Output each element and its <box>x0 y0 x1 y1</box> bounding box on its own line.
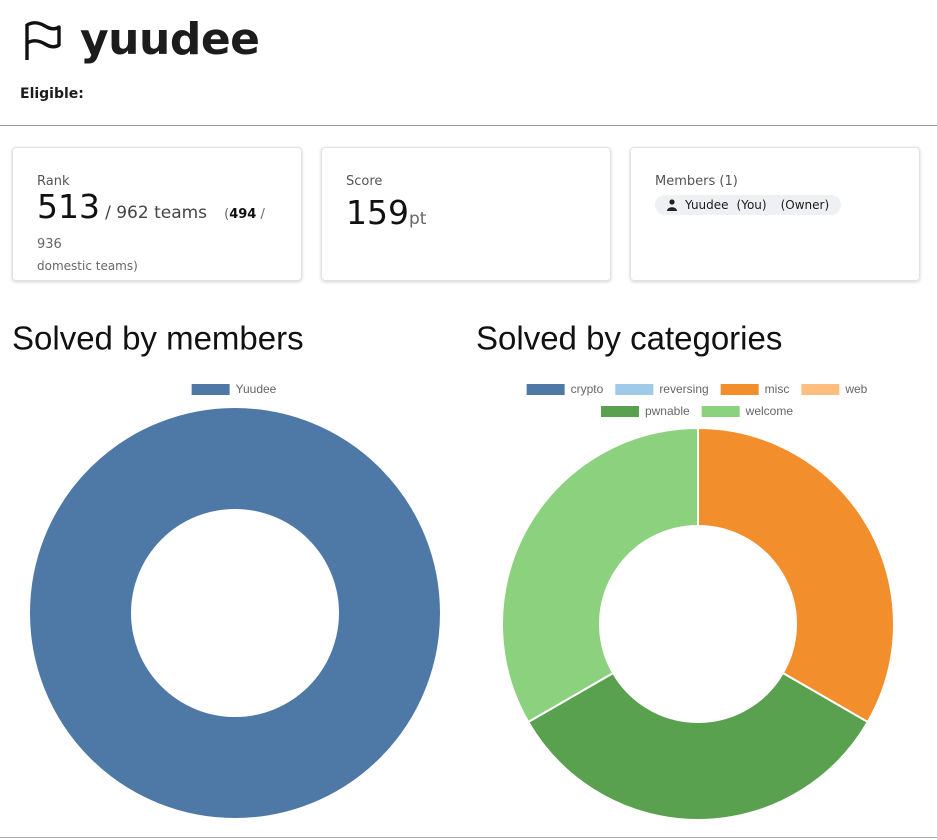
paren: ( <box>224 207 230 222</box>
rank-total: / 962 teams <box>105 203 208 223</box>
domestic-rank: 494 <box>229 207 257 222</box>
doughnut-segment <box>501 426 699 724</box>
doughnut-segment <box>697 426 895 724</box>
rank-card: Rank 513 / 962 teams (494 / 936 domestic… <box>12 147 302 281</box>
divider <box>0 125 937 126</box>
divider <box>0 837 937 838</box>
domestic-total: / 936 <box>37 207 265 252</box>
score-card: Score 159pt <box>321 147 611 281</box>
legend-swatch <box>191 384 230 395</box>
card-label: Score <box>346 174 383 189</box>
domestic-suffix: domestic teams <box>37 259 134 273</box>
rank-value: 513 <box>37 187 100 226</box>
flag-icon <box>25 21 61 60</box>
members-card: Members (1) Yuudee (You) (Owner) <box>630 147 920 281</box>
score-unit: pt <box>409 209 427 229</box>
member-role: (Owner) <box>780 198 830 212</box>
score-value: 159 <box>346 193 409 232</box>
legend-label: crypto <box>571 382 604 396</box>
chart-title: Solved by categories <box>476 320 782 357</box>
legend-swatch <box>526 384 565 395</box>
legend-label: pwnable <box>645 404 690 418</box>
team-name: yuudee <box>80 14 260 65</box>
doughnut-segment <box>28 405 442 821</box>
card-label: Rank <box>37 174 70 189</box>
member-name: Yuudee <box>685 198 729 212</box>
legend-swatch <box>801 384 840 395</box>
legend-label: Yuudee <box>236 382 277 396</box>
card-label: Members (1) <box>655 174 738 189</box>
legend-label: reversing <box>659 382 708 396</box>
legend-label: web <box>844 382 867 396</box>
member-you: (You) <box>736 198 767 212</box>
legend-label: misc <box>765 382 790 396</box>
legend-swatch <box>701 406 740 417</box>
paren: ) <box>133 259 138 273</box>
eligible-label: Eligible: <box>20 86 84 102</box>
doughnut-segment <box>526 671 870 821</box>
legend-swatch <box>600 406 639 417</box>
legend-swatch <box>720 384 759 395</box>
member-badge[interactable]: Yuudee (You) (Owner) <box>655 195 842 215</box>
legend-swatch <box>615 384 654 395</box>
chart-title: Solved by members <box>12 320 304 357</box>
charts: Solved by members Yuudee Solved by categor… <box>12 320 895 821</box>
person-icon <box>667 199 677 211</box>
legend-label: welcome <box>745 404 794 418</box>
